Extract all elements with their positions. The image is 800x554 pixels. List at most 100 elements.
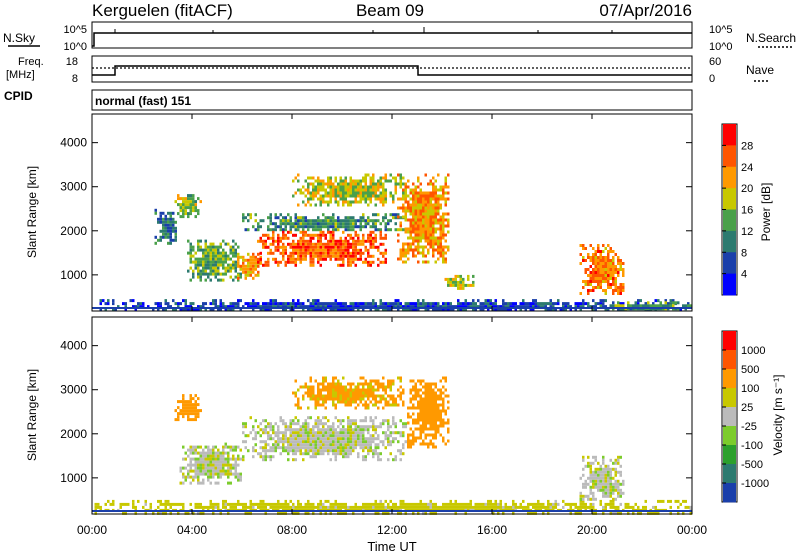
power-cell-6 <box>294 251 297 255</box>
velocity-cell-0 <box>222 499 225 503</box>
nsky-tick-high: 10^5 <box>63 24 87 36</box>
power-cell-2 <box>192 194 195 198</box>
velocity-cell-0 <box>184 511 187 515</box>
power-cell-3 <box>212 263 215 267</box>
velocity-cell-2 <box>302 458 305 462</box>
velocity-cell-4 <box>434 427 437 431</box>
velocity-cell-1 <box>217 475 220 479</box>
power-cell-0 <box>424 305 427 309</box>
velocity-cell-2 <box>374 446 377 450</box>
velocity-cell-1 <box>204 472 207 476</box>
power-cell-7 <box>397 182 400 186</box>
power-cell-7 <box>339 179 342 183</box>
power-cell-7 <box>324 182 327 186</box>
power-cell-7 <box>399 173 402 177</box>
power-cell-0 <box>257 302 260 306</box>
power-cell-6 <box>292 242 295 246</box>
velocity-cell-0 <box>262 502 265 506</box>
power-cell-6 <box>367 254 370 258</box>
power-cell-5 <box>294 228 297 232</box>
velocity-cell-3 <box>384 385 387 389</box>
power-cell-9 <box>464 283 467 287</box>
power-cell-5 <box>279 222 282 226</box>
velocity-cell-1 <box>219 466 222 470</box>
velocity-cell-4 <box>434 400 437 404</box>
velocity-cell-2 <box>299 452 302 456</box>
velocity-cell-4 <box>434 403 437 407</box>
velocity-cell-5 <box>607 488 610 492</box>
velocity-cell-2 <box>337 446 340 450</box>
power-cell-0 <box>412 308 415 312</box>
velocity-cell-0 <box>409 502 412 506</box>
power-cell-5 <box>394 216 397 220</box>
velocity-cell-2 <box>317 446 320 450</box>
velocity-cell-6 <box>187 412 190 416</box>
velocity-cell-2 <box>357 431 360 435</box>
power-cell-11 <box>669 304 672 308</box>
velocity-cell-1 <box>202 466 205 470</box>
velocity-cell-3 <box>342 388 345 392</box>
velocity-cell-3 <box>324 388 327 392</box>
power-cell-7 <box>352 200 355 204</box>
velocity-cell-0 <box>404 502 407 506</box>
power-cell-6 <box>339 254 342 258</box>
power-cell-8 <box>409 224 412 228</box>
power-cell-6 <box>282 230 285 234</box>
velocity-cell-0 <box>152 511 155 515</box>
velocity-cell-2 <box>374 449 377 453</box>
velocity-cell-2 <box>309 443 312 447</box>
velocity-cell-1 <box>222 445 225 449</box>
power-cell-6 <box>324 254 327 258</box>
power-cell-0 <box>587 302 590 306</box>
velocity-cell-2 <box>342 449 345 453</box>
power-cell-3 <box>199 245 202 249</box>
velocity-cell-1 <box>234 469 237 473</box>
velocity-cell-2 <box>324 440 327 444</box>
power-cell-3 <box>217 245 220 249</box>
power-cell-7 <box>329 176 332 180</box>
velocity-cell-1 <box>234 448 237 452</box>
power-cell-0 <box>167 305 170 309</box>
velocity-cell-2 <box>389 425 392 429</box>
velocity-cell-2 <box>292 458 295 462</box>
velocity-cell-2 <box>372 440 375 444</box>
velocity-cell-4 <box>429 406 432 410</box>
velocity-cell-1 <box>212 445 215 449</box>
velocity-cell-3 <box>354 391 357 395</box>
power-cell-0 <box>99 299 102 303</box>
velocity-cell-3 <box>374 382 377 386</box>
velocity-cell-2 <box>349 449 352 453</box>
velocity-cell-3 <box>327 397 330 401</box>
power-cell-3 <box>199 257 202 261</box>
velocity-cell-4 <box>432 394 435 398</box>
power-cell-10 <box>604 277 607 280</box>
velocity-cell-0 <box>442 505 445 509</box>
power-cell-8 <box>419 203 422 207</box>
power-cell-0 <box>669 302 672 306</box>
power-cell-0 <box>262 302 265 306</box>
velocity-cell-1 <box>209 463 212 467</box>
power-cell-3 <box>232 260 235 264</box>
power-cell-6 <box>304 248 307 252</box>
power-cell-3 <box>189 245 192 249</box>
power-cell-0 <box>539 305 542 309</box>
velocity-cell-2 <box>332 422 335 426</box>
velocity-cell-2 <box>259 422 262 426</box>
power-cell-6 <box>322 254 325 258</box>
velocity-cell-4 <box>444 379 447 383</box>
velocity-cell-3 <box>349 382 352 386</box>
power-cell-0 <box>397 308 400 312</box>
velocity-cell-0 <box>569 505 572 509</box>
velocity-cell-4 <box>409 415 412 419</box>
velocity-cell-6 <box>187 409 190 413</box>
power-cell-8 <box>404 206 407 210</box>
velocity-cell-2 <box>322 452 325 456</box>
velocity-cell-3 <box>364 394 367 398</box>
power-cell-5 <box>362 219 365 223</box>
power-cell-7 <box>367 191 370 195</box>
velocity-cell-1 <box>202 460 205 464</box>
velocity-cell-0 <box>579 505 582 509</box>
power-cell-0 <box>324 305 327 309</box>
power-cell-7 <box>384 188 387 192</box>
velocity-cell-2 <box>307 425 310 429</box>
